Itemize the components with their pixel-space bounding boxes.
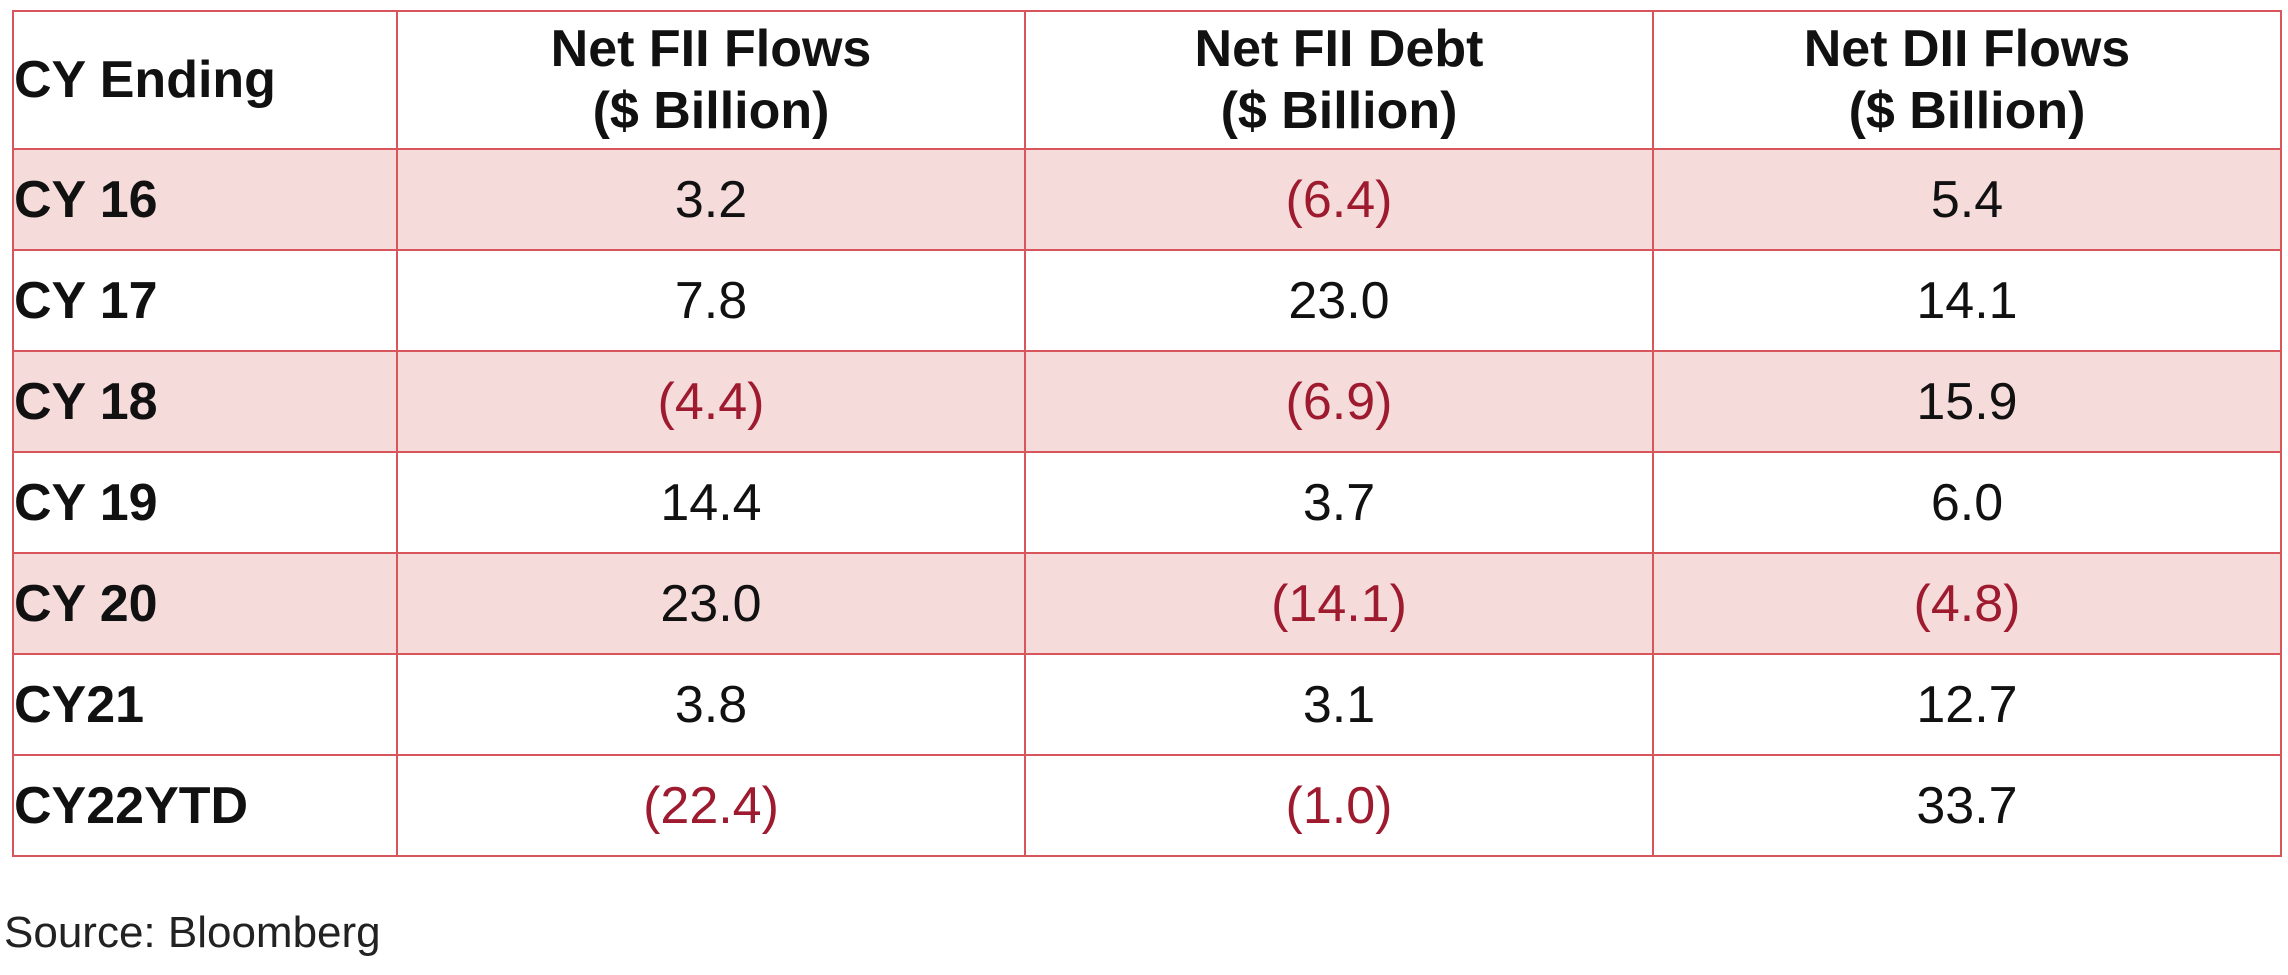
table-row: CY 16 3.2 (6.4) 5.4: [12, 148, 2282, 251]
cell-net-fii-flows: 7.8: [396, 249, 1026, 352]
header-net-fii-flows-line1: Net FII Flows: [550, 20, 872, 78]
cell-net-fii-debt: (6.4): [1024, 148, 1654, 251]
cell-net-fii-flows: 3.8: [396, 653, 1026, 756]
cell-net-dii-flows: 12.7: [1652, 653, 2282, 756]
header-net-fii-debt-line2: ($ Billion): [1220, 82, 1458, 140]
cell-net-dii-flows: 15.9: [1652, 350, 2282, 453]
row-label: CY 20: [12, 552, 398, 655]
table-row: CY 18 (4.4) (6.9) 15.9: [12, 350, 2282, 453]
fii-dii-flows-table: CY Ending Net FII Flows ($ Billion) Net …: [12, 10, 2282, 857]
header-net-dii-flows-line1: Net DII Flows: [1803, 20, 2131, 78]
cell-net-fii-debt: 23.0: [1024, 249, 1654, 352]
row-label: CY22YTD: [12, 754, 398, 857]
header-cy-ending: CY Ending: [12, 10, 398, 150]
cell-net-fii-flows: (4.4): [396, 350, 1026, 453]
row-label: CY 16: [12, 148, 398, 251]
header-net-fii-flows-line2: ($ Billion): [592, 82, 830, 140]
source-note: Source: Bloomberg: [4, 908, 381, 957]
row-label: CY 18: [12, 350, 398, 453]
row-label: CY 17: [12, 249, 398, 352]
header-net-fii-debt-line1: Net FII Debt: [1194, 20, 1484, 78]
flows-table-container: CY Ending Net FII Flows ($ Billion) Net …: [12, 10, 2282, 857]
row-label: CY 19: [12, 451, 398, 554]
table-row: CY21 3.8 3.1 12.7: [12, 653, 2282, 756]
table-header-row: CY Ending Net FII Flows ($ Billion) Net …: [12, 10, 2282, 150]
cell-net-fii-debt: (6.9): [1024, 350, 1654, 453]
cell-net-fii-debt: 3.1: [1024, 653, 1654, 756]
cell-net-fii-flows: 14.4: [396, 451, 1026, 554]
cell-net-fii-debt: (14.1): [1024, 552, 1654, 655]
header-net-fii-debt: Net FII Debt ($ Billion): [1024, 10, 1654, 150]
row-label: CY21: [12, 653, 398, 756]
header-net-dii-flows-line2: ($ Billion): [1848, 82, 2086, 140]
cell-net-fii-flows: (22.4): [396, 754, 1026, 857]
table-row: CY 20 23.0 (14.1) (4.8): [12, 552, 2282, 655]
cell-net-fii-debt: (1.0): [1024, 754, 1654, 857]
table-row: CY 19 14.4 3.7 6.0: [12, 451, 2282, 554]
cell-net-dii-flows: 5.4: [1652, 148, 2282, 251]
cell-net-fii-debt: 3.7: [1024, 451, 1654, 554]
cell-net-fii-flows: 23.0: [396, 552, 1026, 655]
cell-net-dii-flows: 33.7: [1652, 754, 2282, 857]
cell-net-dii-flows: (4.8): [1652, 552, 2282, 655]
table-row: CY22YTD (22.4) (1.0) 33.7: [12, 754, 2282, 857]
cell-net-dii-flows: 6.0: [1652, 451, 2282, 554]
header-net-dii-flows: Net DII Flows ($ Billion): [1652, 10, 2282, 150]
cell-net-fii-flows: 3.2: [396, 148, 1026, 251]
header-cy-ending-label: CY Ending: [14, 51, 276, 109]
table-row: CY 17 7.8 23.0 14.1: [12, 249, 2282, 352]
cell-net-dii-flows: 14.1: [1652, 249, 2282, 352]
header-net-fii-flows: Net FII Flows ($ Billion): [396, 10, 1026, 150]
